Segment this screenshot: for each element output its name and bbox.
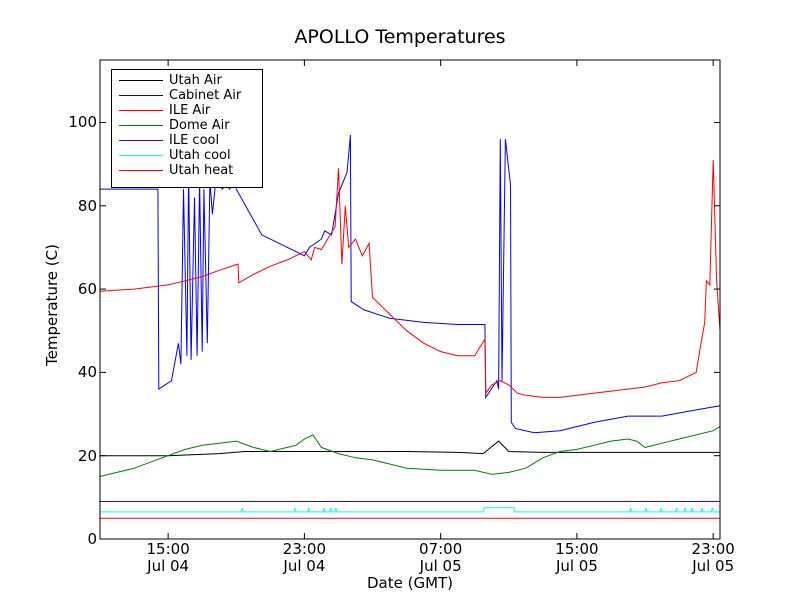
- legend: Utah Air Cabinet Air ILE Air Dome Air ILE co…: [111, 69, 263, 188]
- y-tick-label: 40: [77, 363, 97, 382]
- legend-line: [119, 80, 163, 81]
- x-tick-label: 23:00 Jul 04: [283, 541, 326, 575]
- legend-line: [119, 95, 163, 96]
- legend-label: Dome Air: [169, 118, 230, 133]
- legend-item: ILE cool: [112, 133, 262, 148]
- x-tick-label: 15:00 Jul 04: [147, 541, 190, 575]
- legend-item: Dome Air: [112, 118, 262, 133]
- series-line-utah-air: [100, 440, 720, 457]
- legend-item: Utah heat: [112, 163, 262, 178]
- y-tick-label: 60: [77, 280, 97, 299]
- x-tick-time: 15:00: [555, 540, 599, 558]
- legend-item: Cabinet Air: [112, 88, 262, 103]
- legend-line: [119, 155, 163, 156]
- series-line-ile-air: [99, 159, 721, 398]
- legend-item: Utah Air: [112, 73, 262, 88]
- legend-item: Utah cool: [112, 148, 262, 163]
- legend-item: ILE Air: [112, 103, 262, 118]
- x-tick-time: 07:00: [419, 540, 463, 558]
- x-tick-date: Jul 05: [692, 557, 735, 575]
- y-axis-label: Temperature (C): [43, 244, 61, 366]
- legend-line: [119, 110, 163, 111]
- y-tick-label: 80: [77, 196, 97, 215]
- x-tick-time: 15:00: [146, 540, 190, 558]
- legend-label: ILE Air: [169, 103, 211, 118]
- x-tick-date: Jul 04: [147, 557, 190, 575]
- legend-line: [119, 140, 163, 141]
- y-tick-label: 20: [77, 446, 97, 465]
- y-tick-label: 100: [68, 113, 97, 132]
- legend-line: [119, 170, 163, 171]
- x-tick-label: 23:00 Jul 05: [692, 541, 735, 575]
- plot-frame: [99, 59, 721, 540]
- legend-label: Cabinet Air: [169, 88, 242, 103]
- x-tick-time: 23:00: [282, 540, 327, 558]
- legend-label: Utah cool: [169, 148, 231, 163]
- chart-title: APOLLO Temperatures: [294, 26, 506, 48]
- x-tick-label: 07:00 Jul 05: [419, 541, 462, 575]
- legend-label: Utah Air: [169, 73, 222, 88]
- legend-label: Utah heat: [169, 163, 234, 178]
- x-tick-date: Jul 05: [555, 557, 598, 575]
- y-tick-label: 0: [87, 530, 97, 548]
- x-tick-date: Jul 05: [419, 557, 462, 575]
- series-line-dome-air: [99, 426, 721, 477]
- x-tick-label: 15:00 Jul 05: [555, 541, 598, 575]
- legend-line: [119, 125, 163, 126]
- series-line-utah-cool: [100, 507, 720, 513]
- x-tick-date: Jul 04: [283, 557, 326, 575]
- legend-label: ILE cool: [169, 133, 220, 148]
- x-axis-label: Date (GMT): [366, 574, 454, 592]
- x-tick-time: 23:00: [691, 540, 735, 558]
